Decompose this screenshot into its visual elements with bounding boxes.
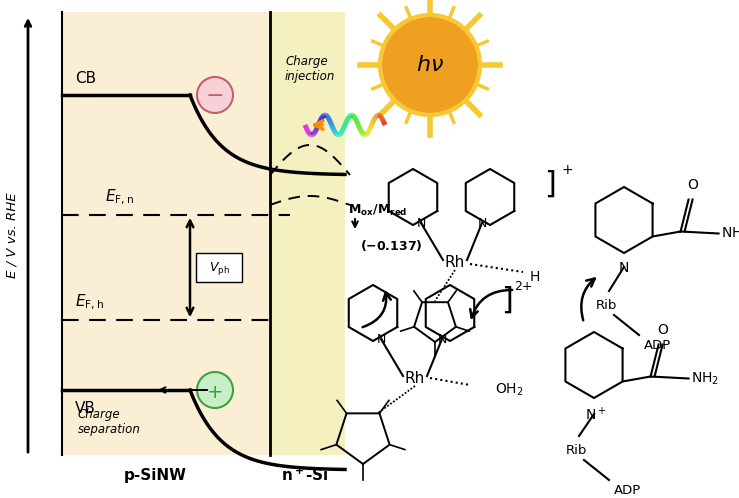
Text: $V_{\mathrm{ph}}$: $V_{\mathrm{ph}}$ (208, 259, 229, 276)
Circle shape (382, 17, 478, 113)
Text: Charge
separation: Charge separation (78, 408, 141, 436)
Text: N: N (477, 217, 487, 230)
Text: ]: ] (501, 285, 513, 315)
Text: VB: VB (75, 400, 96, 415)
Text: +: + (207, 382, 223, 401)
Text: $\mathrm{NH_2}$: $\mathrm{NH_2}$ (721, 225, 739, 242)
Text: O: O (687, 177, 698, 192)
Bar (62, 12, 270, 455)
Text: $\mathbf{(-0.137)}$: $\mathbf{(-0.137)}$ (360, 238, 423, 253)
Text: E / V vs. RHE: E / V vs. RHE (5, 192, 18, 278)
Text: Charge
injection: Charge injection (285, 55, 336, 83)
Text: N: N (376, 333, 386, 346)
Text: 2+: 2+ (514, 279, 532, 292)
Bar (270, 12, 345, 455)
Text: ADP: ADP (644, 339, 671, 352)
Text: Rib: Rib (596, 299, 616, 312)
Text: $E_{\mathrm{F,n}}$: $E_{\mathrm{F,n}}$ (105, 187, 134, 207)
Text: $\mathrm{N^+}$: $\mathrm{N^+}$ (585, 406, 607, 423)
Text: ]: ] (544, 169, 556, 199)
Text: $\mathbf{M_{ox}/M_{red}}$: $\mathbf{M_{ox}/M_{red}}$ (348, 203, 407, 218)
Circle shape (197, 77, 233, 113)
Text: +: + (561, 163, 573, 177)
Text: Rh: Rh (445, 254, 465, 269)
Text: p-SiNW: p-SiNW (123, 468, 186, 483)
Text: CB: CB (75, 71, 96, 86)
Text: $\mathbf{n^+}$-Si: $\mathbf{n^+}$-Si (281, 466, 329, 484)
Text: Rh: Rh (405, 371, 425, 385)
Text: N: N (416, 217, 426, 230)
Text: $\mathrm{NH_2}$: $\mathrm{NH_2}$ (690, 371, 719, 387)
Circle shape (197, 372, 233, 408)
Text: H: H (530, 270, 540, 284)
Text: −: − (205, 86, 225, 106)
Text: O: O (657, 323, 668, 337)
FancyBboxPatch shape (196, 253, 242, 282)
Text: ADP: ADP (614, 484, 641, 497)
Text: Rib: Rib (565, 444, 587, 457)
Text: N: N (619, 261, 629, 275)
Text: $h\nu$: $h\nu$ (416, 55, 444, 75)
Text: $\mathrm{OH_2}$: $\mathrm{OH_2}$ (495, 382, 524, 398)
Text: N: N (437, 333, 446, 346)
Text: $E_{\mathrm{F,h}}$: $E_{\mathrm{F,h}}$ (75, 292, 104, 312)
